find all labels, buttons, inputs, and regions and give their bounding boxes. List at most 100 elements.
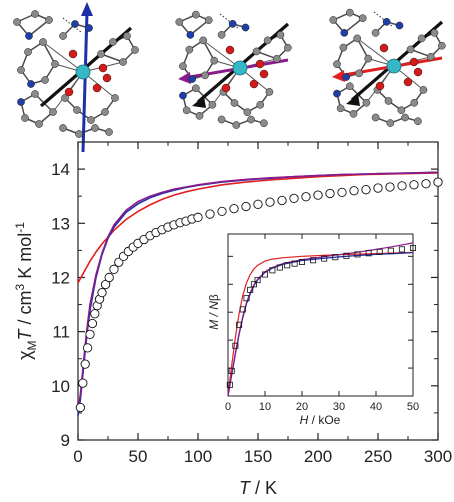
- x-tick-label: 150: [244, 447, 272, 466]
- carbon-atom: [123, 32, 131, 40]
- molecular-structure-2: [175, 10, 292, 129]
- carbon-atom: [414, 117, 422, 126]
- carbon-atom: [362, 98, 371, 107]
- inset-x-tick-label: 10: [259, 401, 271, 413]
- carbon-atom: [59, 124, 67, 132]
- main-data-point: [87, 318, 98, 329]
- carbon-atom: [111, 94, 119, 102]
- carbon-atom: [31, 10, 39, 18]
- molecular-structures: [13, 2, 446, 153]
- inset-data-point: [354, 251, 361, 258]
- hydrogen-bond: [219, 13, 239, 29]
- main-y-axis-title: χMT / cm3 K mol-1: [13, 222, 39, 360]
- carbon-atom: [191, 10, 200, 19]
- inset-background: [226, 233, 413, 397]
- carbon-atom: [265, 88, 274, 96]
- main-data-point: [313, 190, 323, 200]
- carbon-atom: [371, 113, 380, 122]
- main-data-point: [90, 309, 100, 319]
- nitrogen-atom: [71, 20, 79, 28]
- nitrogen-atom: [340, 29, 349, 37]
- carbon-atom: [217, 115, 226, 124]
- x-tick-label: 0: [73, 447, 82, 466]
- hydrogen-bond: [373, 11, 393, 27]
- inset-series-line-1: [227, 251, 414, 397]
- carbon-atom: [87, 116, 95, 124]
- carbon-atom: [210, 56, 219, 65]
- carbon-atom: [175, 18, 184, 26]
- inset-data-point: [365, 250, 372, 257]
- carbon-atom: [371, 29, 380, 37]
- main-data-point: [433, 177, 443, 187]
- carbon-atom: [349, 109, 358, 118]
- inset-data-point: [284, 262, 291, 269]
- carbon-atom: [35, 120, 43, 128]
- inset-data-point: [387, 247, 394, 254]
- carbon-atom: [51, 60, 59, 68]
- main-data-point: [289, 193, 299, 203]
- oxygen-atom: [379, 43, 389, 53]
- y-tick-label: 12: [51, 268, 70, 287]
- carbon-atom: [426, 52, 435, 61]
- inset-x-tick-label: 20: [296, 401, 308, 413]
- carbon-atom: [232, 121, 241, 129]
- carbon-atom: [105, 128, 113, 136]
- main-data-point: [75, 402, 86, 413]
- coordination-bond: [42, 41, 84, 73]
- carbon-atom: [339, 43, 348, 52]
- nitrogen-atom: [333, 89, 341, 98]
- inset-data-point: [276, 264, 283, 271]
- bond: [189, 19, 210, 36]
- main-data-point: [85, 329, 95, 339]
- carbon-atom: [119, 58, 127, 66]
- easy-axis-arrowhead: [178, 72, 191, 84]
- main-data-point: [409, 180, 419, 190]
- carbon-atom: [75, 130, 83, 138]
- main-data-point: [104, 272, 114, 283]
- carbon-atom: [364, 54, 373, 63]
- carbon-atom: [430, 29, 439, 37]
- carbon-atom: [17, 66, 25, 74]
- main-data-point: [205, 209, 215, 219]
- carbon-atom: [191, 84, 200, 93]
- x-axis-title-symbol: T: [239, 478, 252, 498]
- main-series-line-1: [77, 172, 439, 284]
- oxygen-atom: [225, 45, 235, 55]
- carbon-atom: [21, 114, 29, 122]
- main-data-point: [253, 199, 263, 209]
- bond: [343, 17, 364, 34]
- inset-x-title-symbol: H: [300, 413, 309, 427]
- inset-y-title-n: / N: [207, 301, 221, 320]
- nitrogen-atom: [382, 17, 391, 26]
- carbon-atom: [182, 106, 191, 115]
- main-data-point: [337, 187, 347, 198]
- carbon-atom: [397, 106, 406, 115]
- main-data-point: [325, 188, 335, 199]
- carbon-atom: [73, 106, 81, 114]
- bond: [28, 19, 50, 37]
- carbon-atom: [59, 32, 67, 40]
- inset-data-point: [236, 321, 243, 328]
- inset-y-axis-title: M / Nβ: [207, 294, 221, 330]
- carbon-atom: [401, 113, 409, 122]
- carbon-atom: [45, 16, 53, 24]
- nitrogen-atom: [179, 91, 187, 100]
- oxygen-atom: [375, 81, 385, 91]
- carbon-atom: [201, 71, 209, 80]
- oxygen-atom: [221, 83, 231, 93]
- main-series-group: [75, 171, 443, 416]
- main-data-point: [373, 183, 383, 193]
- inset-x-tick-label: 40: [370, 401, 382, 413]
- oxygen-atom: [413, 67, 423, 77]
- inset-data-point: [321, 255, 328, 262]
- carbon-atom: [101, 108, 109, 116]
- y-tick-label: 14: [51, 160, 70, 179]
- inset-data-point: [398, 246, 405, 253]
- carbon-atom: [336, 104, 345, 113]
- y-tick-label: 11: [52, 323, 70, 342]
- carbon-atom: [256, 100, 265, 109]
- carbon-atom: [247, 115, 255, 124]
- main-data-point: [397, 181, 407, 191]
